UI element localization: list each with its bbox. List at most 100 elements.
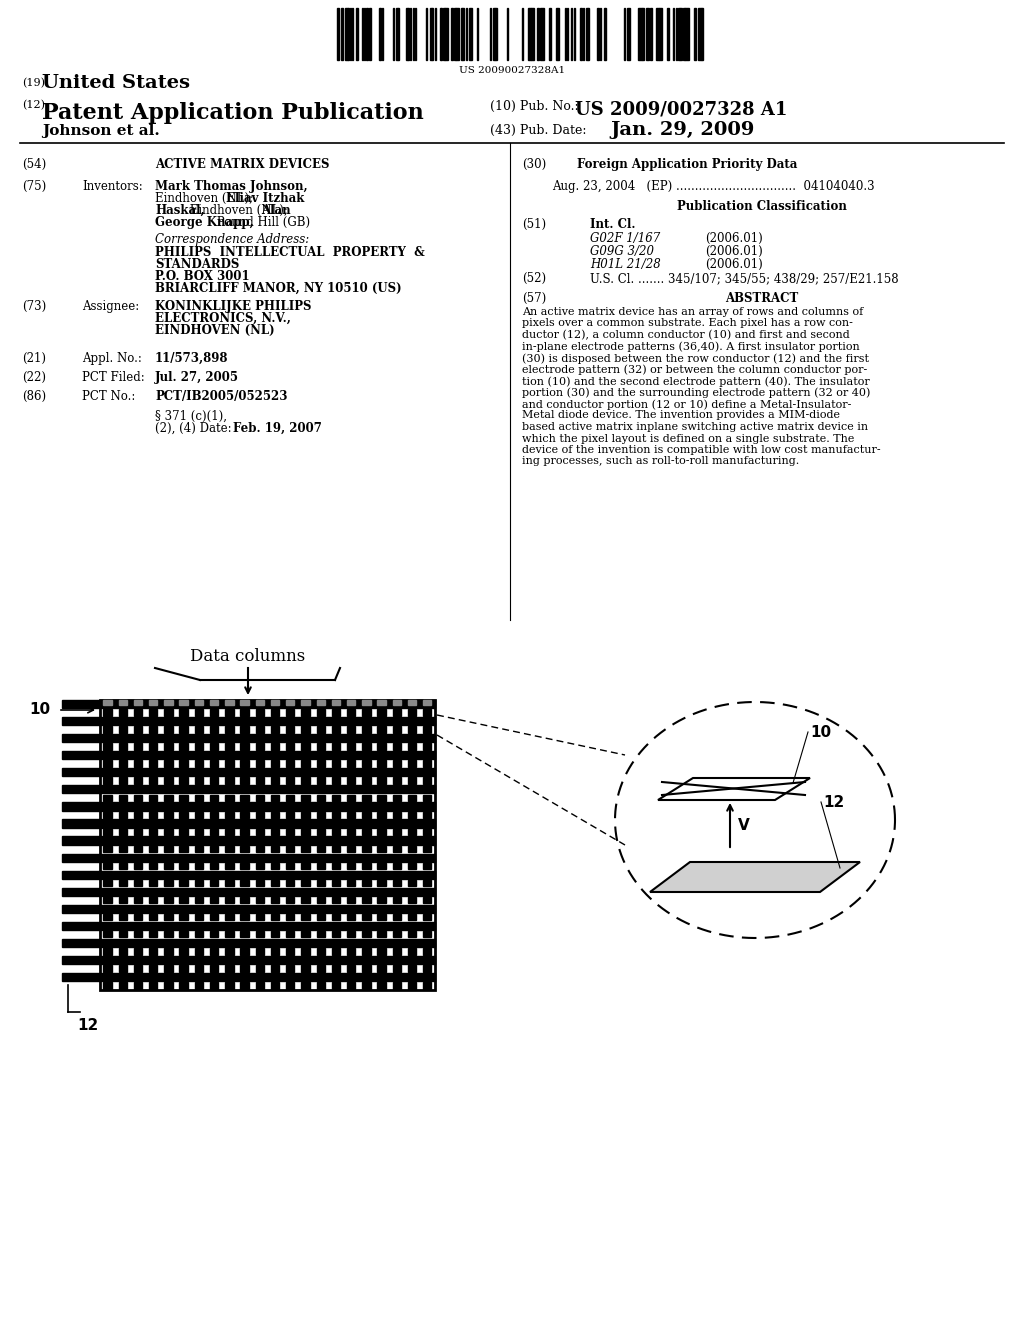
Bar — [301, 709, 309, 715]
Bar — [119, 931, 127, 937]
Bar — [134, 829, 142, 836]
Text: ing processes, such as roll-to-roll manufacturing.: ing processes, such as roll-to-roll manu… — [522, 457, 800, 466]
Bar — [378, 812, 386, 818]
Text: Int. Cl.: Int. Cl. — [590, 218, 636, 231]
Bar — [134, 777, 142, 784]
Bar — [210, 931, 218, 937]
Text: P.O. BOX 3001: P.O. BOX 3001 — [155, 271, 250, 282]
Bar — [150, 913, 158, 920]
Bar — [150, 777, 158, 784]
Bar — [347, 931, 355, 937]
Bar — [103, 743, 112, 750]
Bar — [256, 829, 264, 836]
Bar — [423, 931, 431, 937]
Bar — [62, 785, 435, 793]
Bar — [332, 965, 340, 972]
Bar — [210, 795, 218, 801]
Text: (30) is disposed between the row conductor (12) and the first: (30) is disposed between the row conduct… — [522, 352, 869, 363]
Bar — [225, 829, 233, 836]
Text: George Knapp,: George Knapp, — [155, 216, 254, 228]
Bar — [119, 701, 127, 705]
Bar — [347, 948, 355, 954]
Bar — [392, 896, 401, 903]
Bar — [362, 863, 371, 870]
Bar — [586, 8, 588, 59]
Bar — [210, 760, 218, 767]
Text: US 20090027328A1: US 20090027328A1 — [459, 66, 565, 75]
Bar — [423, 863, 431, 870]
Bar — [164, 777, 173, 784]
Text: (54): (54) — [22, 158, 46, 172]
Bar — [134, 982, 142, 989]
Bar — [225, 880, 233, 886]
Bar — [210, 701, 218, 705]
Bar — [332, 896, 340, 903]
Bar — [378, 896, 386, 903]
Bar — [225, 965, 233, 972]
Bar — [150, 743, 158, 750]
Bar — [362, 965, 371, 972]
Bar — [347, 913, 355, 920]
Bar — [332, 701, 340, 705]
Bar — [150, 880, 158, 886]
Bar — [195, 777, 203, 784]
Bar — [408, 913, 417, 920]
Bar — [103, 846, 112, 853]
Bar — [362, 948, 371, 954]
Text: Assignee:: Assignee: — [82, 300, 139, 313]
Bar — [103, 965, 112, 972]
Bar — [62, 734, 435, 742]
Bar — [225, 846, 233, 853]
Bar — [271, 760, 280, 767]
Bar — [103, 709, 112, 715]
Bar — [241, 829, 249, 836]
Bar — [540, 8, 544, 59]
Bar — [195, 913, 203, 920]
Text: ABSTRACT: ABSTRACT — [725, 292, 799, 305]
Bar — [454, 8, 456, 59]
Bar — [347, 880, 355, 886]
Bar — [392, 709, 401, 715]
Bar — [241, 880, 249, 886]
Bar — [271, 829, 280, 836]
Bar — [332, 760, 340, 767]
Bar — [271, 982, 280, 989]
Bar — [271, 846, 280, 853]
Bar — [210, 812, 218, 818]
Bar — [408, 863, 417, 870]
Bar — [423, 913, 431, 920]
Bar — [241, 982, 249, 989]
Bar — [62, 904, 435, 913]
Bar — [225, 726, 233, 733]
Bar — [316, 863, 325, 870]
Bar — [134, 863, 142, 870]
Bar — [332, 880, 340, 886]
Bar — [408, 982, 417, 989]
Bar — [256, 863, 264, 870]
Bar — [347, 896, 355, 903]
Text: (2006.01): (2006.01) — [705, 246, 763, 257]
Bar — [179, 982, 187, 989]
Bar — [195, 795, 203, 801]
Bar — [179, 965, 187, 972]
Text: Eliav Itzhak: Eliav Itzhak — [226, 191, 304, 205]
Bar — [62, 820, 435, 828]
Bar — [392, 829, 401, 836]
Bar — [225, 896, 233, 903]
Bar — [286, 726, 295, 733]
Bar — [62, 939, 435, 946]
Bar — [332, 812, 340, 818]
Bar — [423, 743, 431, 750]
Bar — [225, 863, 233, 870]
Bar — [134, 743, 142, 750]
Bar — [347, 812, 355, 818]
Bar — [150, 846, 158, 853]
Bar — [164, 709, 173, 715]
Bar — [150, 863, 158, 870]
Bar — [241, 795, 249, 801]
Bar — [119, 948, 127, 954]
Text: in-plane electrode patterns (36,40). A first insulator portion: in-plane electrode patterns (36,40). A f… — [522, 342, 860, 352]
Bar — [316, 913, 325, 920]
Bar — [347, 701, 355, 705]
Bar — [392, 701, 401, 705]
